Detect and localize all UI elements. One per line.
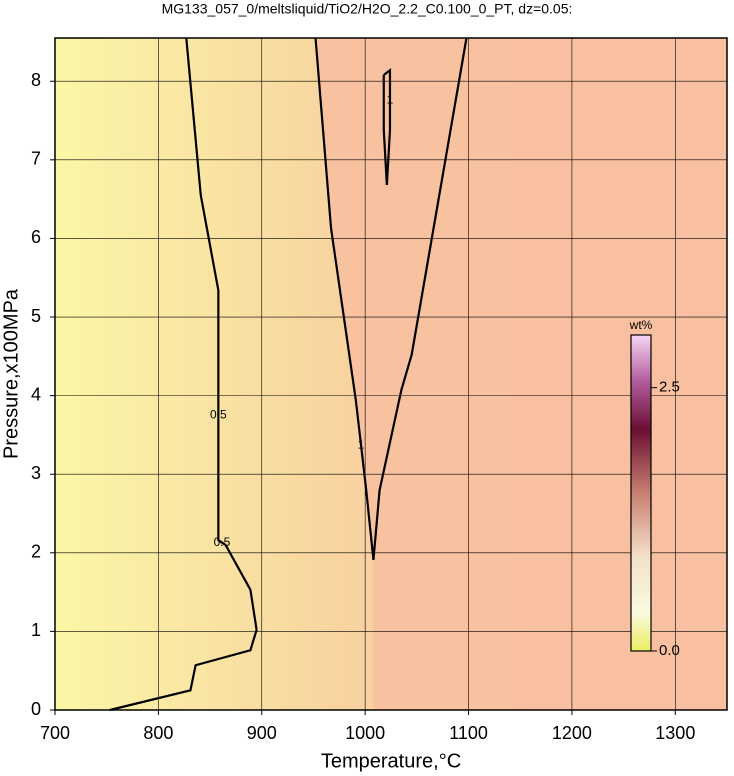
x-tick-label: 900: [247, 723, 277, 743]
colorbar: [630, 334, 652, 652]
x-tick-label: 1000: [345, 723, 385, 743]
colorbar-label: wt%: [629, 318, 653, 332]
x-tick-label: 700: [40, 723, 70, 743]
contour-line: [382, 68, 392, 186]
high-field: [315, 38, 727, 710]
y-tick-label: 4: [31, 384, 41, 404]
x-tick-label: 1100: [449, 723, 488, 743]
x-tick-label: 1200: [552, 723, 592, 743]
contour-label: 0.5: [214, 535, 231, 549]
y-tick-label: 5: [31, 306, 41, 326]
x-tick-label: 800: [143, 723, 173, 743]
colorbar-tick-label: 0.0: [659, 642, 680, 659]
y-axis-label: Pressure,x100MPa: [0, 288, 22, 459]
contour-line: [314, 37, 468, 560]
y-tick-label: 2: [31, 542, 41, 562]
plot-frame: [54, 37, 728, 711]
colorbar-tick-label: 2.5: [659, 379, 680, 396]
y-tick-label: 1: [31, 620, 41, 640]
y-tick-label: 8: [31, 70, 41, 90]
contour-line: [109, 37, 258, 712]
contour-label: 1: [358, 437, 365, 451]
chart-title: MG133_057_0/meltsliquid/TiO2/H2O_2.2_C0.…: [162, 1, 573, 17]
y-tick-label: 0: [31, 699, 41, 719]
y-tick-label: 3: [31, 463, 41, 483]
y-tick-label: 7: [31, 149, 41, 169]
x-tick-label: 1300: [655, 723, 695, 743]
contour-label: 1: [387, 92, 394, 106]
x-axis-label: Temperature,°C: [321, 750, 461, 772]
y-tick-label: 6: [31, 227, 41, 247]
contour-label: 0.5: [210, 407, 227, 421]
